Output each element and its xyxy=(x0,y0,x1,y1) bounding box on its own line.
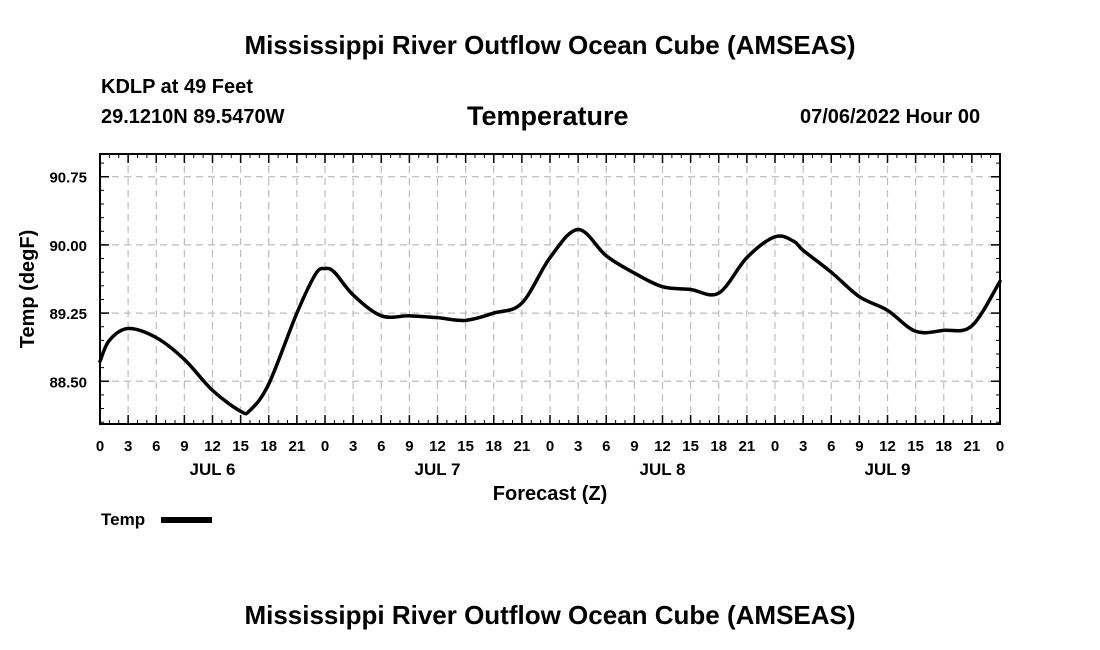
x-tick-label: 18 xyxy=(260,438,277,455)
forecast-date-label: 07/06/2022 Hour 00 xyxy=(800,106,981,128)
x-tick-label: 0 xyxy=(96,438,104,455)
axis-labels: 0 3 6 9 12 15 18 21 0 3 6 9 12 15 18 21 0 3 6 9 12 15 18 21 0 3 6 9… xyxy=(49,170,1004,479)
y-axis-title: Temp (degF) xyxy=(17,230,39,349)
x-tick-label: 12 xyxy=(429,438,446,455)
x-tick-label: 9 xyxy=(630,438,638,455)
x-tick-label: 21 xyxy=(964,438,981,455)
x-tick-label: 15 xyxy=(457,438,474,455)
x-tick-label: 0 xyxy=(996,438,1004,455)
x-tick-label: 18 xyxy=(710,438,727,455)
y-tick-label: 88.50 xyxy=(49,374,87,391)
chart-main-title: Mississippi River Outflow Ocean Cube (AM… xyxy=(244,30,856,60)
x-tick-label: 0 xyxy=(321,438,329,455)
x-tick-label: 21 xyxy=(289,438,306,455)
x-tick-label: 3 xyxy=(349,438,357,455)
x-tick-label: 18 xyxy=(485,438,502,455)
day-label: JUL 9 xyxy=(865,460,911,479)
footer-title: Mississippi River Outflow Ocean Cube (AM… xyxy=(244,600,856,630)
y-tick-label: 89.25 xyxy=(49,306,87,323)
day-label: JUL 8 xyxy=(640,460,686,479)
axis-ticks xyxy=(99,154,1001,424)
x-tick-label: 3 xyxy=(799,438,807,455)
legend-label: Temp xyxy=(101,510,145,529)
day-label: JUL 7 xyxy=(415,460,461,479)
x-tick-label: 3 xyxy=(574,438,582,455)
day-label: JUL 6 xyxy=(190,460,236,479)
x-tick-label: 6 xyxy=(152,438,160,455)
x-tick-label: 12 xyxy=(879,438,896,455)
x-tick-label: 12 xyxy=(204,438,221,455)
y-tick-label: 90.00 xyxy=(49,238,87,255)
plot-title: Temperature xyxy=(467,101,629,131)
station-label: KDLP at 49 Feet xyxy=(101,76,253,98)
x-tick-label: 21 xyxy=(514,438,531,455)
x-tick-label: 15 xyxy=(907,438,924,455)
x-axis-title: Forecast (Z) xyxy=(493,483,607,505)
x-tick-label: 9 xyxy=(180,438,188,455)
x-tick-label: 0 xyxy=(546,438,554,455)
x-tick-label: 18 xyxy=(935,438,952,455)
x-tick-label: 12 xyxy=(654,438,671,455)
grid-lines xyxy=(100,154,1000,424)
coordinates-label: 29.1210N 89.5470W xyxy=(101,106,285,128)
x-tick-label: 9 xyxy=(405,438,413,455)
x-tick-label: 3 xyxy=(124,438,132,455)
x-tick-label: 6 xyxy=(827,438,835,455)
x-tick-label: 15 xyxy=(232,438,249,455)
temp-series-line xyxy=(98,227,1002,416)
x-tick-label: 6 xyxy=(377,438,385,455)
x-tick-label: 0 xyxy=(771,438,779,455)
x-tick-label: 9 xyxy=(855,438,863,455)
y-tick-label: 90.75 xyxy=(49,170,87,187)
x-tick-label: 6 xyxy=(602,438,610,455)
x-tick-label: 15 xyxy=(682,438,699,455)
x-tick-label: 21 xyxy=(739,438,756,455)
legend-line-swatch xyxy=(161,517,212,523)
